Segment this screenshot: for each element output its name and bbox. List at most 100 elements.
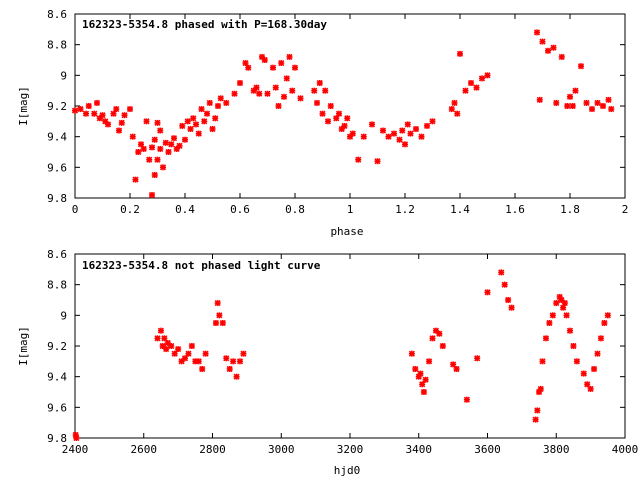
data-point (168, 342, 175, 350)
data-point (534, 407, 541, 414)
data-point (360, 133, 367, 140)
data-point (184, 118, 191, 125)
data-point (164, 339, 171, 346)
data-point (473, 84, 480, 91)
data-point (264, 90, 271, 97)
data-point (417, 370, 424, 377)
data-point (558, 53, 565, 60)
data-point (240, 350, 247, 357)
data-point (322, 87, 329, 94)
data-point (157, 327, 165, 334)
y-axis-label: I[mag] (17, 86, 30, 126)
x-tick-label: 0 (72, 203, 79, 216)
data-point (201, 118, 208, 125)
data-point (539, 358, 546, 365)
data-point (566, 327, 574, 334)
data-point (217, 95, 224, 102)
x-tick-label: 3600 (474, 443, 501, 456)
data-point (93, 99, 101, 106)
data-point (563, 312, 570, 319)
data-point (601, 319, 608, 327)
data-point (544, 47, 552, 54)
data-point (209, 125, 216, 133)
data-point (599, 102, 607, 110)
data-point (580, 370, 587, 377)
data-point (203, 110, 211, 117)
data-point (121, 112, 128, 119)
data-point (577, 63, 585, 70)
x-axis-label: phase (330, 225, 363, 238)
data-point (399, 127, 406, 134)
data-point (137, 141, 145, 148)
data-point (118, 119, 125, 126)
data-point (236, 79, 244, 87)
data-point (289, 87, 296, 94)
data-point (474, 355, 481, 362)
data-point (316, 79, 323, 87)
data-point (233, 373, 240, 380)
data-point (198, 106, 205, 113)
data-point (498, 269, 505, 276)
data-point (422, 376, 429, 383)
x-tick-label: 0.2 (120, 203, 140, 216)
data-point (419, 381, 426, 388)
data-point (597, 335, 605, 342)
data-point (146, 156, 153, 163)
y-tick-label: 9.2 (47, 100, 67, 113)
data-point (423, 122, 431, 129)
data-point (484, 289, 491, 296)
data-point (214, 102, 222, 110)
data-point (587, 385, 594, 392)
data-point (539, 38, 546, 45)
y-axis-label: I[mag] (17, 326, 30, 366)
data-point (223, 99, 230, 106)
phased-panel: 162323-5354.8 phased with P=168.30day ph… (17, 8, 628, 238)
data-point (278, 60, 285, 67)
chart-title: 162323-5354.8 phased with P=168.30day (82, 18, 327, 31)
x-tick-label: 1.6 (505, 203, 525, 216)
data-point (99, 112, 106, 119)
x-tick-label: 3200 (337, 443, 364, 456)
data-point (418, 133, 425, 140)
data-point (478, 75, 486, 82)
data-point (412, 365, 419, 373)
data-point (553, 300, 560, 307)
data-point (151, 136, 158, 143)
data-point (297, 95, 304, 102)
data-point (192, 121, 200, 128)
y-tick-label: 8.8 (47, 39, 67, 52)
data-point (291, 64, 299, 71)
data-point (608, 106, 615, 113)
x-tick-label: 0.8 (285, 203, 305, 216)
x-tick-label: 2600 (131, 443, 158, 456)
data-point (546, 319, 553, 327)
data-point (573, 358, 580, 365)
data-point (223, 355, 230, 362)
y-tick-label: 9.8 (47, 432, 67, 445)
data-point (283, 75, 290, 82)
data-point (505, 296, 512, 304)
x-tick-labels: 2400 2600 2800 3000 3200 3400 3600 3800 4000 (62, 254, 638, 456)
data-point (140, 145, 147, 152)
data-point (583, 99, 590, 106)
y-tick-label: 9.8 (47, 192, 67, 205)
data-point (335, 110, 343, 117)
data-point (135, 148, 142, 156)
x-tick-label: 3800 (543, 443, 570, 456)
data-point (245, 64, 252, 71)
data-point (188, 342, 195, 350)
data-point (584, 381, 591, 388)
data-point (451, 99, 458, 106)
data-point (168, 141, 175, 148)
data-point (319, 110, 326, 117)
data-point (533, 29, 541, 36)
data-point (154, 156, 161, 163)
data-point (230, 358, 237, 365)
data-point (231, 90, 238, 97)
data-point (390, 130, 398, 137)
data-point (588, 106, 596, 113)
x-tick-label: 1 (347, 203, 354, 216)
data-point (286, 53, 293, 60)
data-point (542, 335, 550, 342)
data-point (439, 342, 446, 350)
